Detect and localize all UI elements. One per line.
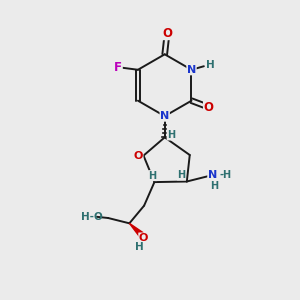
Text: H-O: H-O xyxy=(81,212,103,222)
Text: H: H xyxy=(177,170,186,180)
Text: H: H xyxy=(206,60,215,70)
Text: H: H xyxy=(148,171,157,181)
Text: H: H xyxy=(135,242,144,252)
Text: O: O xyxy=(204,101,214,114)
Text: H: H xyxy=(210,181,218,190)
Text: F: F xyxy=(114,61,122,74)
Text: O: O xyxy=(139,233,148,243)
Text: -H: -H xyxy=(219,170,231,180)
Text: N: N xyxy=(187,65,196,75)
Text: H: H xyxy=(167,130,175,140)
Text: O: O xyxy=(134,151,143,161)
Polygon shape xyxy=(129,223,143,236)
Text: N: N xyxy=(160,111,169,121)
Text: N: N xyxy=(208,170,217,180)
Text: O: O xyxy=(162,27,172,40)
